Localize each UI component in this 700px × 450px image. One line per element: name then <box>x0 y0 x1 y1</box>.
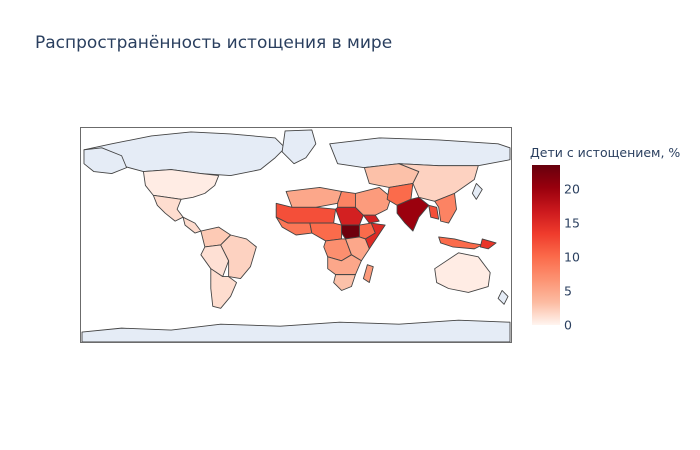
map-region-algeria-libya[interactable] <box>285 186 343 208</box>
map-region-middle-east[interactable] <box>354 186 392 216</box>
map-region-australia[interactable] <box>434 252 491 293</box>
map-region-south-sudan[interactable] <box>341 224 360 240</box>
map-region-indonesia-philippines[interactable] <box>438 236 483 250</box>
map-region-nigeria-chad[interactable] <box>309 222 343 242</box>
map-region-new-zealand[interactable] <box>497 290 509 305</box>
map-region-papua-new-guinea[interactable] <box>479 238 497 250</box>
colorbar-tick-10: 10 <box>564 249 580 265</box>
map-region-usa[interactable] <box>142 169 220 200</box>
map-region-southern-africa[interactable] <box>333 274 356 291</box>
map-region-argentina-chile[interactable] <box>210 268 238 309</box>
colorbar-tick-15: 15 <box>564 215 580 231</box>
map-svg <box>81 129 511 342</box>
colorbar-gradient <box>532 165 560 325</box>
map-region-antarctica[interactable] <box>81 319 511 342</box>
map-region-bangladesh-myanmar[interactable] <box>428 204 440 220</box>
world-map[interactable] <box>80 127 512 343</box>
map-region-yemen[interactable] <box>362 214 380 224</box>
map-region-arctic-russia[interactable] <box>329 137 511 169</box>
map-region-greenland[interactable] <box>281 129 317 165</box>
colorbar-tick-5: 5 <box>564 283 572 299</box>
colorbar-title: Дети с истощением, % <box>530 145 681 160</box>
map-region-india[interactable] <box>396 196 430 232</box>
map-region-alaska[interactable] <box>83 147 128 175</box>
map-region-madagascar[interactable] <box>362 264 374 284</box>
map-region-central-america[interactable] <box>182 216 202 234</box>
map-region-southeast-asia[interactable] <box>434 192 457 224</box>
map-region-angola-zambia[interactable] <box>327 254 362 276</box>
colorbar-tick-0: 0 <box>564 317 572 333</box>
map-region-canada[interactable] <box>83 131 286 177</box>
map-region-japan[interactable] <box>471 183 483 200</box>
map-region-mexico[interactable] <box>152 194 184 222</box>
colorbar-tick-20: 20 <box>564 181 580 197</box>
chart-title: Распространённость истощения в мире <box>35 33 393 53</box>
map-region-brazil[interactable] <box>220 234 257 280</box>
